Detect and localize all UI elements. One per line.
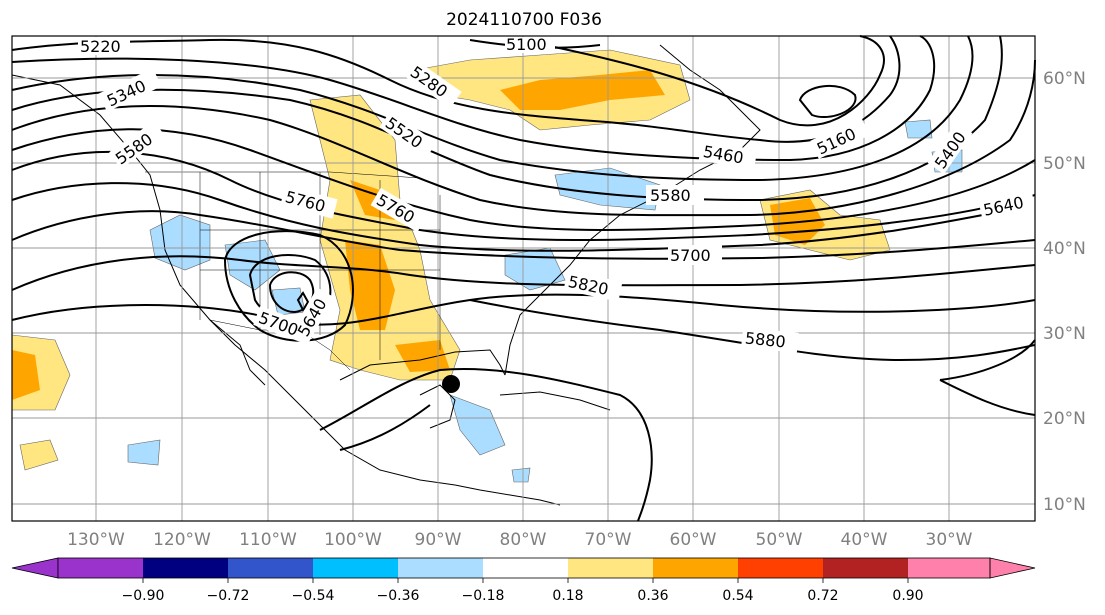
colorbar-tick-label-5: −0.18 [462, 588, 505, 604]
contour-label-halos [78, 37, 1036, 353]
colorbar-tick-label-2: −0.72 [207, 588, 250, 604]
strong-anomaly-plains [345, 240, 395, 330]
negative-anomaly-northeast [554, 167, 661, 211]
lon-label-110w: 110°W [239, 530, 297, 550]
lat-label-20n: 20°N [1043, 409, 1086, 429]
colorbar-segment-11 [908, 558, 990, 578]
contour-5580 [11, 150, 1036, 241]
colorbar-ticks [142, 578, 909, 583]
latitude-labels: 60°N 50°N 40°N 30°N 20°N 10°N [1043, 69, 1086, 515]
lon-label-50w: 50°W [756, 530, 803, 550]
strong-anomaly-pacific [12, 350, 40, 400]
colorbar-segment-3 [228, 558, 313, 578]
contour-5460 [11, 59, 1036, 217]
positive-anomaly-pacific-south [19, 439, 59, 471]
colorbar-segment-1 [58, 558, 143, 578]
colorbar-tick-label-1: −0.90 [122, 588, 165, 604]
contour-5880-east-2 [939, 339, 1036, 381]
lat-label-30n: 30°N [1043, 324, 1086, 344]
strong-anomaly-gulf [395, 340, 450, 372]
state-lines [199, 172, 441, 360]
coastline-yucatan [419, 384, 456, 429]
graticule [12, 36, 1035, 521]
lon-label-100w: 100°W [324, 530, 382, 550]
negative-anomaly-atlantic-1 [904, 119, 933, 139]
colorbar: −0.90 −0.72 −0.54 −0.36 −0.18 0.18 0.36 … [11, 557, 1036, 604]
contour-5280 [11, 35, 936, 162]
negative-anomaly-pacific [127, 439, 161, 466]
coastline-central-america [454, 484, 561, 506]
contour-label-5880: 5880 [744, 328, 786, 351]
longitude-labels: 130°W 120°W 110°W 100°W 90°W 80°W 70°W 6… [67, 530, 973, 550]
contour-5160 [529, 35, 885, 127]
colorbar-tick-label-8: 0.54 [722, 588, 753, 604]
contour-5760 [11, 255, 1036, 291]
lon-label-80w: 80°W [500, 530, 547, 550]
lon-label-30w: 30°W [926, 530, 973, 550]
map-panel: 5220 5340 5580 5100 5280 5520 5160 5400 … [11, 35, 1036, 522]
map-title: 2024110700 F036 [446, 10, 602, 30]
colorbar-segment-4 [313, 558, 398, 578]
contour-5400 [11, 35, 1003, 202]
lat-label-60n: 60°N [1043, 69, 1086, 89]
colorbar-segment-10 [823, 558, 908, 578]
colorbar-extend-high [989, 557, 1036, 579]
colorbar-segment-8 [653, 558, 738, 578]
contour-5880-south [319, 368, 653, 522]
contour-label-5700: 5700 [670, 246, 711, 265]
contour-label-5580-east: 5580 [650, 186, 691, 205]
lon-label-120w: 120°W [153, 530, 211, 550]
contour-low-outer [223, 230, 354, 342]
lat-label-10n: 10°N [1043, 495, 1086, 515]
colorbar-segment-7 [568, 558, 653, 578]
storm-center-marker [442, 375, 460, 393]
lat-label-50n: 50°N [1043, 154, 1086, 174]
contour-low-core [296, 291, 310, 313]
colorbar-tick-label-6: 0.18 [552, 588, 583, 604]
colorbar-segment-6 [483, 558, 568, 578]
contour-5880-south-2 [339, 404, 431, 451]
contour-5640 [11, 182, 1036, 252]
colorbar-tick-label-4: −0.36 [377, 588, 420, 604]
colorbar-extend-low [11, 557, 59, 579]
lat-label-40n: 40°N [1043, 239, 1086, 259]
colorbar-frame [57, 557, 991, 579]
colorbar-tick-label-10: 0.90 [892, 588, 923, 604]
strong-anomaly-hudson [500, 70, 665, 110]
map-frame [11, 35, 1036, 522]
coastline-baja [209, 319, 266, 386]
contour-5220 [11, 35, 901, 143]
contour-label-5220: 5220 [80, 37, 121, 56]
negative-anomaly-honduras [511, 467, 531, 483]
coastline-canada-east [659, 44, 761, 151]
colorbar-tick-label-7: 0.36 [637, 588, 668, 604]
lon-label-60w: 60°W [670, 530, 717, 550]
contour-label-5100: 5100 [506, 35, 547, 54]
contour-5880-east [939, 379, 1036, 416]
colorbar-tick-label-9: 0.72 [807, 588, 838, 604]
colorbar-tick-label-3: −0.54 [292, 588, 335, 604]
lon-label-130w: 130°W [67, 530, 125, 550]
colorbar-segment-5 [398, 558, 483, 578]
height-contours [11, 35, 1036, 522]
contour-5520 [11, 128, 1036, 231]
coastline-florida [504, 149, 741, 376]
colorbar-segment-9 [738, 558, 823, 578]
coastline-gulf [339, 349, 506, 381]
lon-label-90w: 90°W [415, 530, 462, 550]
colorbar-segment-2 [143, 558, 228, 578]
lon-label-70w: 70°W [585, 530, 632, 550]
coastline-cuba [499, 391, 611, 411]
negative-anomaly-caribbean [449, 394, 506, 456]
lon-label-40w: 40°W [841, 530, 888, 550]
contour-5700 [11, 210, 1036, 260]
contour-5340 [11, 35, 974, 182]
contour-5160-closed [798, 84, 857, 119]
